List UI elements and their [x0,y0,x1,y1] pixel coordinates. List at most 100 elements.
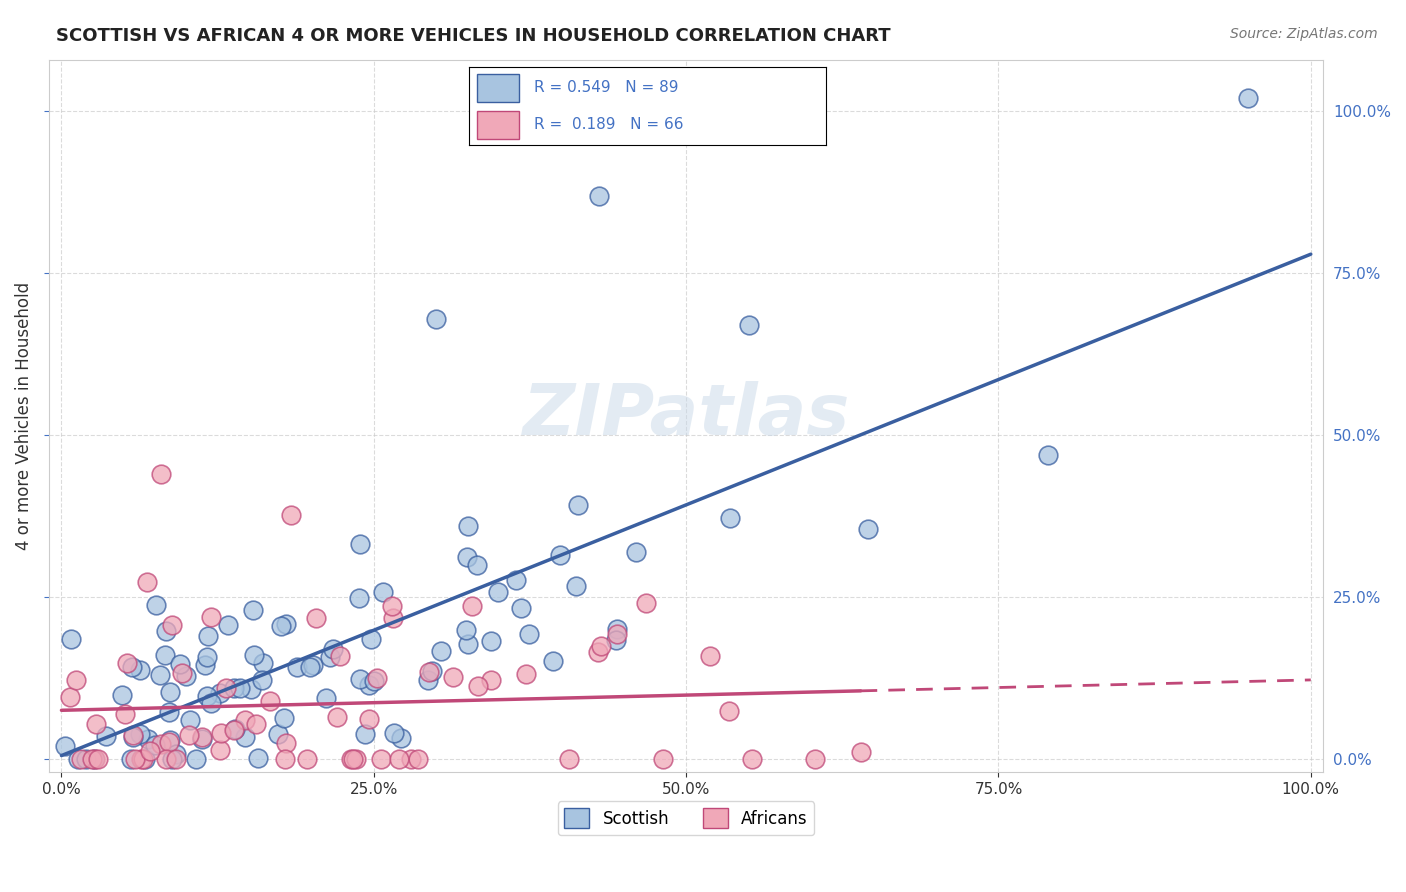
Scottish [285,660,308,674]
Scottish [541,654,564,668]
Scottish [454,624,477,638]
Text: SCOTTISH VS AFRICAN 4 OR MORE VEHICLES IN HOUSEHOLD CORRELATION CHART: SCOTTISH VS AFRICAN 4 OR MORE VEHICLES I… [56,27,891,45]
Scottish [184,752,207,766]
Africans [233,713,256,727]
Africans [849,745,872,759]
Scottish [270,619,292,633]
Scottish [457,519,479,533]
Africans [274,752,297,766]
Scottish [349,536,371,550]
Africans [634,596,657,610]
Scottish [111,689,134,703]
Africans [65,673,87,688]
Scottish [737,318,759,333]
Scottish [136,731,159,746]
Scottish [510,601,533,615]
Africans [83,752,105,766]
Africans [150,467,173,482]
Africans [370,752,392,766]
Scottish [149,667,172,681]
Africans [461,599,484,613]
Scottish [276,617,298,632]
Legend: Scottish, Africans: Scottish, Africans [558,801,814,835]
Scottish [624,545,647,559]
Scottish [194,658,217,673]
Text: Source: ZipAtlas.com: Source: ZipAtlas.com [1230,27,1378,41]
Scottish [315,691,337,706]
Africans [149,737,172,751]
Africans [209,743,232,757]
Scottish [242,603,264,617]
Scottish [1237,91,1260,105]
Africans [191,730,214,744]
Africans [652,752,675,766]
Africans [699,649,721,664]
Africans [344,752,367,766]
Scottish [60,632,83,647]
Africans [717,704,740,718]
Scottish [298,660,321,674]
Africans [557,752,579,766]
Africans [280,508,302,523]
Scottish [425,311,447,326]
Scottish [457,637,479,651]
Scottish [273,711,295,725]
Scottish [465,558,488,572]
Africans [80,752,103,766]
Africans [84,717,107,731]
Africans [340,752,363,766]
Scottish [190,732,212,747]
Africans [114,706,136,721]
Scottish [267,726,290,740]
Scottish [357,678,380,692]
Text: ZIPatlas: ZIPatlas [523,381,849,450]
Africans [117,656,139,670]
Africans [274,736,297,750]
Scottish [565,579,588,593]
Scottish [371,585,394,599]
Scottish [155,648,177,662]
Scottish [169,657,191,671]
Scottish [233,730,256,744]
Scottish [322,642,344,657]
Scottish [134,752,156,766]
Scottish [129,663,152,677]
Scottish [605,633,627,648]
Africans [479,673,502,688]
Scottish [224,722,246,736]
Scottish [195,649,218,664]
Scottish [567,498,589,512]
Scottish [486,585,509,599]
Africans [155,752,177,766]
Scottish [240,681,263,696]
Scottish [517,627,540,641]
Scottish [479,633,502,648]
Africans [87,752,110,766]
Scottish [209,686,232,700]
Scottish [505,573,527,587]
Scottish [195,689,218,703]
Africans [165,752,187,766]
Scottish [197,629,219,643]
Africans [200,610,222,624]
Scottish [222,681,245,696]
Africans [245,717,267,731]
Scottish [229,681,252,695]
Scottish [217,618,239,632]
Scottish [420,664,443,678]
Africans [177,728,200,742]
Africans [329,648,352,663]
Scottish [246,751,269,765]
Scottish [347,591,370,605]
Africans [388,752,411,766]
Africans [132,752,155,766]
Scottish [1038,448,1060,462]
Africans [342,752,364,766]
Africans [418,665,440,679]
Africans [741,752,763,766]
Scottish [94,730,117,744]
Scottish [67,752,90,766]
Africans [382,611,405,625]
Africans [591,639,613,653]
Scottish [157,706,180,720]
